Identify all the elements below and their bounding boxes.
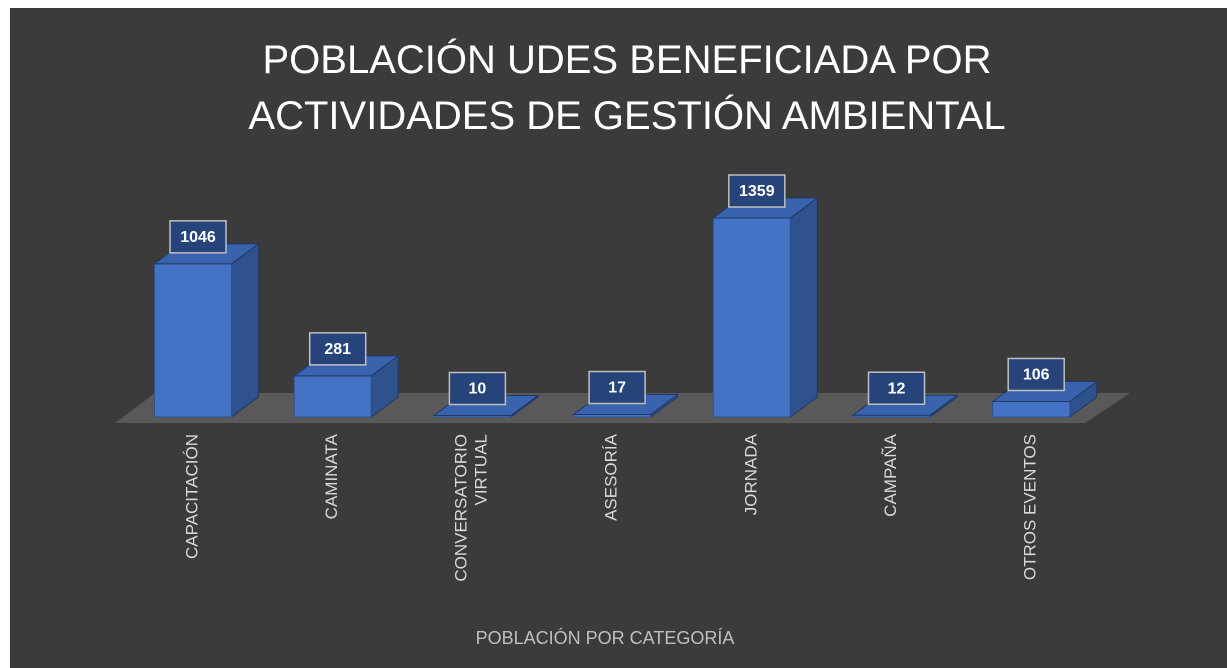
bar xyxy=(992,400,1071,418)
chart-title: POBLACIÓN UDES BENEFICIADA POR ACTIVIDADE… xyxy=(248,37,1005,138)
data-label: 1046 xyxy=(180,229,216,246)
data-label: 17 xyxy=(608,380,626,397)
bar xyxy=(154,263,232,418)
data-label: 1359 xyxy=(739,183,775,200)
bar xyxy=(293,375,372,418)
data-label: 106 xyxy=(1023,367,1050,384)
data-label-box xyxy=(867,371,926,405)
data-label: 12 xyxy=(888,380,906,397)
x-tick-label: CAPACITACIÓN xyxy=(182,434,201,559)
bar xyxy=(712,217,791,418)
x-tick-label: OTROS EVENTOS xyxy=(1021,434,1040,580)
data-label: 281 xyxy=(324,341,351,358)
data-label-box xyxy=(169,220,227,254)
data-label-box xyxy=(728,174,786,208)
x-tick-label: JORNADA xyxy=(741,433,760,515)
data-label-box xyxy=(1007,357,1065,392)
bar-side xyxy=(231,242,259,418)
data-label-box xyxy=(448,371,507,406)
x-tick-label: ASESORÍA xyxy=(602,433,621,521)
data-label: 10 xyxy=(469,381,487,398)
x-tick-label: CAMINATA xyxy=(322,433,341,519)
data-label-box xyxy=(588,370,646,405)
data-label-box xyxy=(308,332,367,366)
x-tick-label: CAMPAÑA xyxy=(881,433,900,516)
bar-side xyxy=(789,197,818,418)
x-tick-label: CONVERSATORIOVIRTUAL xyxy=(452,434,491,582)
x-axis-title: POBLACIÓN POR CATEGORÍA xyxy=(476,627,735,648)
